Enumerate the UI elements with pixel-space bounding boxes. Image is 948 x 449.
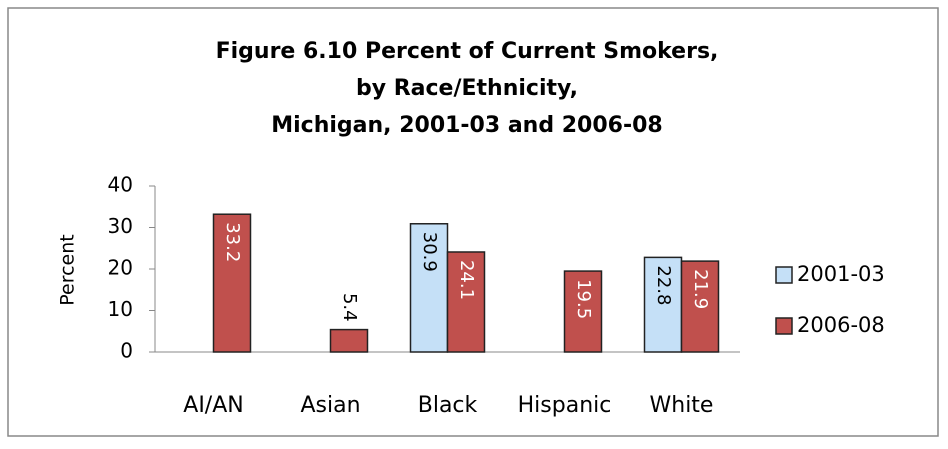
y-tick-label: 40 [108, 173, 133, 197]
legend-swatch [775, 317, 793, 335]
value-label: 30.9 [419, 232, 440, 272]
bar [329, 328, 369, 353]
value-label: 21.9 [690, 269, 711, 309]
chart-title: Figure 6.10 Percent of Current Smokers, [216, 39, 719, 64]
chart-title: Michigan, 2001-03 and 2006-08 [271, 113, 662, 138]
value-label: 22.8 [653, 265, 674, 305]
bar [563, 270, 603, 353]
chart-title: by Race/Ethnicity, [356, 76, 578, 101]
bar [409, 223, 449, 353]
legend-label: 2006-08 [797, 313, 885, 337]
value-label: 33.2 [222, 222, 243, 262]
y-tick-label: 0 [120, 339, 133, 363]
x-tick-label: AI/AN [183, 393, 243, 418]
y-tick-label: 10 [108, 297, 133, 321]
value-label: 19.5 [573, 279, 594, 319]
legend-swatch [775, 266, 793, 284]
x-tick-label: Asian [300, 393, 360, 418]
x-tick-label: White [650, 393, 714, 418]
x-tick-label: Black [418, 393, 478, 418]
x-tick-label: Hispanic [518, 393, 612, 418]
value-label: 24.1 [456, 260, 477, 300]
y-axis-label: Percent [57, 234, 79, 306]
bar [446, 251, 486, 353]
bar [212, 213, 252, 353]
y-tick-label: 20 [108, 256, 133, 280]
bar [643, 256, 683, 353]
legend-label: 2001-03 [797, 262, 885, 286]
y-tick-label: 30 [108, 214, 133, 238]
bar [680, 260, 720, 353]
chart-frame [7, 7, 939, 437]
value-label: 5.4 [339, 293, 360, 322]
